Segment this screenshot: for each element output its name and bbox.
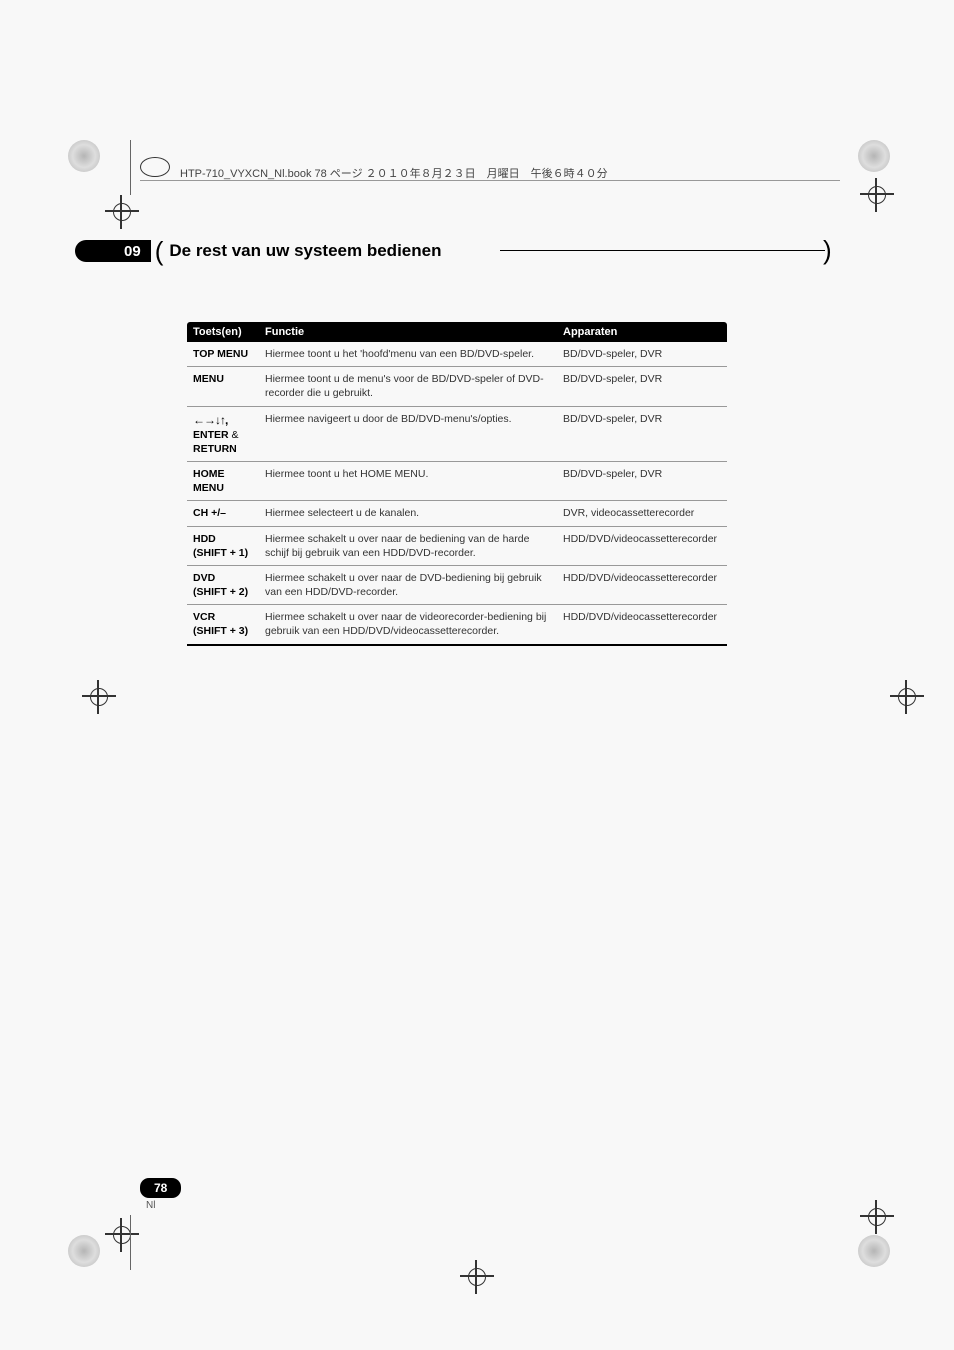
dev-cell: HDD/DVD/videocassetterecorder	[557, 605, 727, 645]
registration-mark-tl	[68, 140, 100, 172]
page-footer: 78 Nl	[140, 1178, 181, 1211]
table-row: ←→↓↑, ENTER & RETURN Hiermee navigeert u…	[187, 406, 727, 462]
key-sub: (SHIFT + 2)	[193, 586, 248, 598]
key-text: MENU	[193, 482, 224, 494]
func-cell: Hiermee toont u de menu's voor de BD/DVD…	[259, 367, 557, 406]
registration-mark-br	[858, 1235, 890, 1267]
crop-mark-bl	[105, 1218, 139, 1252]
key-cell: DVD (SHIFT + 2)	[187, 565, 259, 604]
dev-cell: HDD/DVD/videocassetterecorder	[557, 565, 727, 604]
crop-line	[130, 1215, 131, 1270]
table-header-row: Toets(en) Functie Apparaten	[187, 322, 727, 342]
table-row: DVD (SHIFT + 2) Hiermee schakelt u over …	[187, 565, 727, 604]
func-cell: Hiermee navigeert u door de BD/DVD-menu'…	[259, 406, 557, 462]
table-header-keys: Toets(en)	[187, 322, 259, 342]
chapter-paren-left: (	[155, 242, 164, 260]
key-amp: &	[229, 429, 239, 441]
key-sub: (SHIFT + 3)	[193, 625, 248, 637]
print-header-line	[140, 180, 840, 181]
dev-cell: HDD/DVD/videocassetterecorder	[557, 526, 727, 565]
table-row: HOME MENU Hiermee toont u het HOME MENU.…	[187, 462, 727, 501]
table-row: HDD (SHIFT + 1) Hiermee schakelt u over …	[187, 526, 727, 565]
print-header-text: HTP-710_VYXCN_Nl.book 78 ページ ２０１０年８月２３日 …	[180, 165, 608, 181]
crop-mark-mb	[460, 1260, 494, 1294]
key-text: HDD	[193, 533, 216, 545]
table-header-devices: Apparaten	[557, 322, 727, 342]
key-cell: CH +/–	[187, 501, 259, 526]
table-row: VCR (SHIFT + 3) Hiermee schakelt u over …	[187, 605, 727, 645]
chapter-line	[500, 250, 825, 251]
func-cell: Hiermee selecteert u de kanalen.	[259, 501, 557, 526]
key-text: DVD	[193, 572, 215, 584]
key-text: VCR	[193, 611, 215, 623]
key-cell: VCR (SHIFT + 3)	[187, 605, 259, 645]
dev-cell: DVR, videocassetterecorder	[557, 501, 727, 526]
crop-mark-br	[860, 1200, 894, 1234]
dev-cell: BD/DVD-speler, DVR	[557, 462, 727, 501]
key-text: ENTER	[193, 429, 229, 441]
table-row: TOP MENU Hiermee toont u het 'hoofd'menu…	[187, 342, 727, 367]
controls-table: Toets(en) Functie Apparaten TOP MENU Hie…	[187, 322, 727, 646]
func-cell: Hiermee schakelt u over naar de videorec…	[259, 605, 557, 645]
chapter-header: 09 ( De rest van uw systeem bedienen )	[75, 240, 441, 262]
table-row: MENU Hiermee toont u de menu's voor de B…	[187, 367, 727, 406]
key-text: RETURN	[193, 443, 237, 455]
chapter-title: De rest van uw systeem bedienen	[167, 241, 441, 261]
crop-mark-tr	[860, 178, 894, 212]
key-cell: HDD (SHIFT + 1)	[187, 526, 259, 565]
func-cell: Hiermee schakelt u over naar de bedienin…	[259, 526, 557, 565]
chapter-number: 09	[120, 240, 151, 262]
dev-cell: BD/DVD-speler, DVR	[557, 406, 727, 462]
func-cell: Hiermee toont u het HOME MENU.	[259, 462, 557, 501]
func-cell: Hiermee toont u het 'hoofd'menu van een …	[259, 342, 557, 367]
chapter-bar	[75, 240, 120, 262]
crop-mark-ml	[82, 680, 116, 714]
registration-mark-bl	[68, 1235, 100, 1267]
key-cell: ←→↓↑, ENTER & RETURN	[187, 406, 259, 462]
key-cell: HOME MENU	[187, 462, 259, 501]
crop-mark-mr	[890, 680, 924, 714]
print-header-icon	[140, 157, 170, 177]
func-cell: Hiermee schakelt u over naar de DVD-bedi…	[259, 565, 557, 604]
key-cell: MENU	[187, 367, 259, 406]
page-lang: Nl	[146, 1200, 181, 1211]
chapter-paren-right: )	[823, 235, 832, 266]
key-cell: TOP MENU	[187, 342, 259, 367]
registration-mark-tr	[858, 140, 890, 172]
dev-cell: BD/DVD-speler, DVR	[557, 367, 727, 406]
table-row: CH +/– Hiermee selecteert u de kanalen. …	[187, 501, 727, 526]
crop-mark-tl	[105, 195, 139, 229]
table-header-function: Functie	[259, 322, 557, 342]
crop-line	[130, 140, 131, 195]
dev-cell: BD/DVD-speler, DVR	[557, 342, 727, 367]
key-sub: (SHIFT + 1)	[193, 547, 248, 559]
page-number: 78	[140, 1178, 181, 1198]
key-text: HOME	[193, 468, 225, 480]
arrow-icons: ←→↓↑,	[193, 413, 227, 427]
